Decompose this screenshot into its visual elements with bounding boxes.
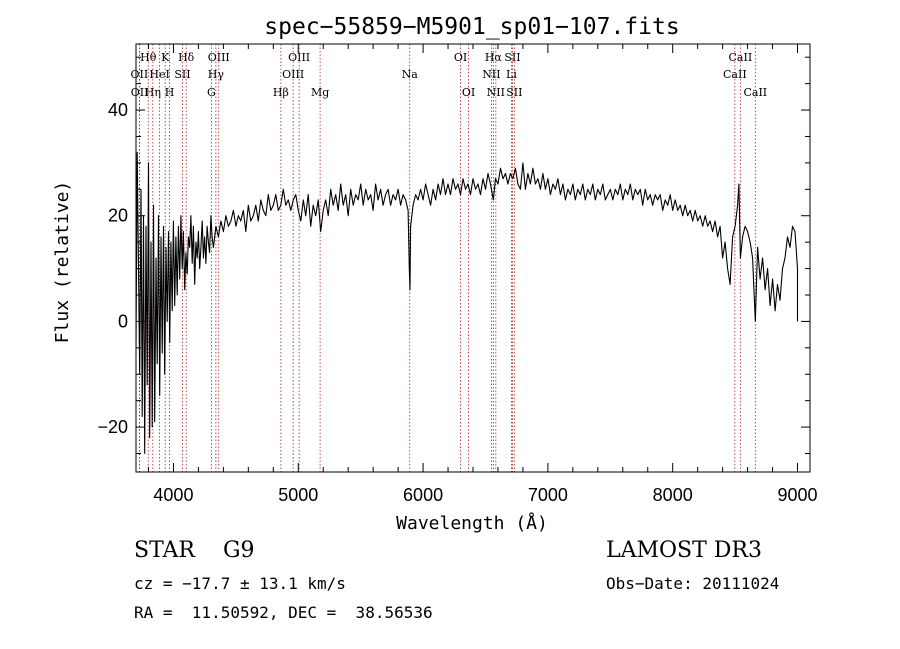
x-tick-label: 8000 bbox=[653, 485, 693, 505]
spectral-line-label: Mg bbox=[311, 86, 329, 99]
spectral-line-label: CaII bbox=[743, 86, 767, 99]
spectral-line-label: CaII bbox=[723, 68, 747, 81]
x-tick-label: 9000 bbox=[777, 485, 817, 505]
spectral-line-label: Hγ bbox=[208, 68, 225, 81]
spectral-line-label: G bbox=[207, 86, 216, 99]
observation-date: Obs−Date: 20111024 bbox=[606, 574, 780, 593]
spectral-line-label: Hη bbox=[145, 86, 161, 99]
spectral-line-label: SII bbox=[506, 86, 522, 99]
spectral-line-label: Na bbox=[402, 68, 419, 81]
x-tick-label: 7000 bbox=[528, 485, 568, 505]
spectral-line-label: Hα bbox=[485, 51, 503, 64]
coordinates: RA = 11.50592, DEC = 38.56536 bbox=[134, 603, 433, 622]
spectral-line-label: SII bbox=[504, 51, 520, 64]
flux-series-line bbox=[135, 151, 799, 455]
spectral-line-label: Hδ bbox=[178, 51, 195, 64]
spectral-line-label: OIII bbox=[208, 51, 230, 64]
spectral-line-label: Hβ bbox=[273, 86, 289, 99]
spectral-line-markers bbox=[138, 44, 756, 472]
spectral-line-label: OI bbox=[454, 51, 467, 64]
spectral-line-label: Hθ bbox=[140, 51, 157, 64]
x-tick-label: 4000 bbox=[153, 485, 193, 505]
spectral-line-label: Li bbox=[506, 68, 517, 81]
y-axis: −20 0 20 40 bbox=[97, 56, 810, 455]
redshift-value: cz = −17.7 ± 13.1 km/s bbox=[134, 574, 346, 593]
y-tick-label: 40 bbox=[108, 100, 128, 120]
y-tick-label: 0 bbox=[118, 311, 128, 331]
x-tick-label: 6000 bbox=[403, 485, 443, 505]
spectral-line-label: CaII bbox=[729, 51, 753, 64]
spectral-line-label: NII bbox=[482, 68, 500, 81]
spectral-line-label: OII bbox=[131, 68, 149, 81]
plot-frame bbox=[135, 43, 811, 473]
y-tick-label: 20 bbox=[108, 206, 128, 226]
x-tick-label: 5000 bbox=[278, 485, 318, 505]
spectral-line-label: OI bbox=[462, 86, 475, 99]
spectral-line-label: NII bbox=[487, 86, 505, 99]
object-class: STAR G9 bbox=[134, 538, 255, 563]
spectral-line-label: H bbox=[165, 86, 175, 99]
y-tick-label: −20 bbox=[97, 417, 128, 437]
spectral-line-label: OII bbox=[131, 86, 149, 99]
spectral-line-label: OIII bbox=[282, 68, 304, 81]
spectral-line-label: OIII bbox=[288, 51, 310, 64]
survey-name: LAMOST DR3 bbox=[606, 538, 762, 563]
y-axis-label: Flux (relative) bbox=[52, 181, 73, 344]
spectral-line-label: K bbox=[161, 51, 170, 64]
chart-title: spec−55859−M5901_sp01−107.fits bbox=[264, 14, 679, 40]
x-axis: 4000 5000 6000 7000 8000 9000 bbox=[147, 44, 818, 505]
spectral-line-label: SII bbox=[174, 68, 190, 81]
spectral-line-label: HeI bbox=[149, 68, 169, 81]
x-axis-label: Wavelength (Å) bbox=[396, 512, 548, 534]
